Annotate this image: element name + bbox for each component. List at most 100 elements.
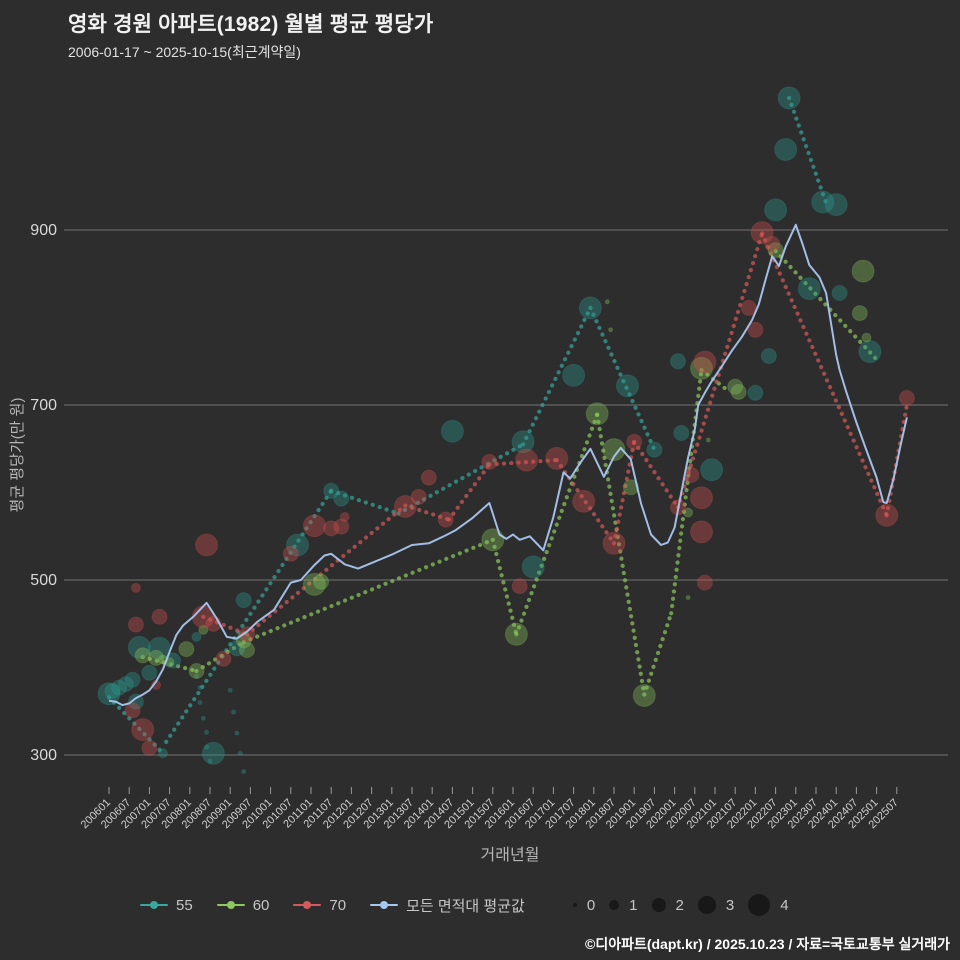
scatter-point-55[interactable]: [234, 730, 240, 736]
scatter-point-55[interactable]: [824, 193, 848, 217]
scatter-point-70[interactable]: [545, 446, 569, 470]
scatter-point-60[interactable]: [134, 647, 151, 664]
scatter-point-70[interactable]: [511, 578, 528, 595]
scatter-point-55[interactable]: [124, 671, 141, 688]
scatter-point-55[interactable]: [760, 348, 777, 364]
scatter-point-70[interactable]: [690, 520, 713, 544]
scatter-point-55[interactable]: [157, 748, 168, 759]
scatter-point-55[interactable]: [511, 430, 535, 454]
scatter-point-60[interactable]: [504, 622, 528, 646]
scatter-point-70[interactable]: [515, 448, 538, 472]
scatter-point-60[interactable]: [602, 438, 626, 462]
scatter-point-70[interactable]: [602, 531, 626, 555]
scatter-point-55[interactable]: [200, 715, 206, 721]
scatter-point-70[interactable]: [127, 616, 144, 633]
scatter-point-60[interactable]: [767, 242, 784, 259]
scatter-point-60[interactable]: [730, 383, 747, 400]
scatter-point-55[interactable]: [333, 490, 350, 507]
scatter-point-70[interactable]: [302, 514, 326, 538]
scatter-point-55[interactable]: [747, 384, 764, 401]
scatter-point-60[interactable]: [302, 572, 326, 596]
scatter-point-55[interactable]: [323, 482, 340, 499]
scatter-point-55[interactable]: [646, 441, 663, 458]
scatter-point-70[interactable]: [420, 469, 437, 486]
scatter-point-55[interactable]: [191, 631, 202, 642]
scatter-point-70[interactable]: [323, 520, 340, 537]
scatter-point-55[interactable]: [127, 693, 144, 710]
scatter-point-55[interactable]: [194, 673, 199, 679]
scatter-point-55[interactable]: [235, 592, 252, 609]
size-legend-item-0[interactable]: 0: [572, 897, 595, 914]
scatter-point-60[interactable]: [608, 327, 614, 333]
scatter-point-70[interactable]: [151, 608, 168, 625]
scatter-point-55[interactable]: [670, 353, 686, 370]
scatter-point-55[interactable]: [774, 138, 798, 161]
scatter-point-55[interactable]: [811, 190, 835, 214]
scatter-point-60[interactable]: [604, 299, 610, 305]
scatter-point-55[interactable]: [673, 425, 690, 441]
scatter-point-70[interactable]: [282, 545, 299, 562]
scatter-point-55[interactable]: [97, 682, 121, 706]
scatter-point-60[interactable]: [239, 642, 255, 658]
scatter-point-70[interactable]: [141, 740, 158, 756]
scatter-point-70[interactable]: [393, 495, 417, 518]
scatter-point-55[interactable]: [616, 374, 639, 398]
scatter-point-60[interactable]: [851, 305, 868, 322]
scatter-point-55[interactable]: [104, 683, 121, 700]
scatter-point-60[interactable]: [148, 649, 165, 666]
size-legend-item-4[interactable]: 4: [748, 894, 789, 916]
scatter-point-60[interactable]: [685, 595, 691, 600]
scatter-point-55[interactable]: [521, 555, 545, 579]
scatter-point-60[interactable]: [481, 528, 505, 552]
scatter-point-60[interactable]: [690, 356, 713, 380]
scatter-point-55[interactable]: [127, 635, 151, 659]
scatter-point-70[interactable]: [410, 488, 427, 505]
scatter-point-70[interactable]: [481, 453, 498, 470]
scatter-point-55[interactable]: [117, 676, 134, 693]
scatter-point-70[interactable]: [750, 221, 774, 245]
scatter-point-55[interactable]: [204, 729, 210, 735]
scatter-point-70[interactable]: [131, 718, 155, 742]
scatter-point-70[interactable]: [124, 702, 141, 719]
scatter-point-55[interactable]: [578, 296, 602, 320]
scatter-point-70[interactable]: [898, 390, 915, 406]
size-legend-item-1[interactable]: 1: [609, 897, 638, 914]
scatter-point-70[interactable]: [339, 512, 350, 522]
scatter-point-60[interactable]: [198, 624, 209, 635]
scatter-point-55[interactable]: [201, 741, 225, 765]
scatter-point-55[interactable]: [141, 664, 158, 681]
scatter-point-70[interactable]: [690, 486, 713, 510]
scatter-point-55[interactable]: [797, 277, 821, 301]
scatter-point-70[interactable]: [626, 433, 643, 450]
scatter-point-55[interactable]: [228, 640, 245, 657]
scatter-point-55[interactable]: [777, 86, 801, 110]
scatter-point-60[interactable]: [622, 479, 639, 496]
scatter-point-70[interactable]: [195, 533, 219, 557]
size-legend-item-2[interactable]: 2: [651, 897, 684, 914]
scatter-point-70[interactable]: [696, 574, 713, 591]
legend-item-60[interactable]: 60: [216, 897, 269, 914]
scatter-point-70[interactable]: [693, 350, 717, 374]
legend-item-70[interactable]: 70: [293, 897, 346, 914]
scatter-point-70[interactable]: [572, 489, 596, 513]
scatter-point-55[interactable]: [197, 700, 203, 705]
scatter-point-60[interactable]: [585, 402, 609, 426]
scatter-point-70[interactable]: [747, 321, 764, 338]
scatter-point-70[interactable]: [239, 626, 255, 643]
scatter-point-55[interactable]: [197, 685, 203, 691]
size-legend-item-3[interactable]: 3: [697, 896, 734, 914]
scatter-point-55[interactable]: [286, 533, 309, 557]
scatter-point-60[interactable]: [632, 684, 656, 707]
scatter-point-70[interactable]: [764, 236, 781, 252]
scatter-point-60[interactable]: [683, 507, 694, 518]
scatter-point-60[interactable]: [727, 378, 744, 395]
scatter-point-55[interactable]: [111, 679, 128, 696]
scatter-point-55[interactable]: [764, 198, 788, 222]
scatter-point-55[interactable]: [227, 687, 233, 693]
scatter-point-60[interactable]: [178, 641, 195, 658]
scatter-point-55[interactable]: [440, 419, 464, 443]
scatter-point-55[interactable]: [231, 709, 237, 715]
legend-item-average[interactable]: 모든 면적대 평균값: [370, 895, 525, 916]
scatter-point-60[interactable]: [861, 332, 872, 343]
scatter-point-60[interactable]: [188, 663, 205, 679]
